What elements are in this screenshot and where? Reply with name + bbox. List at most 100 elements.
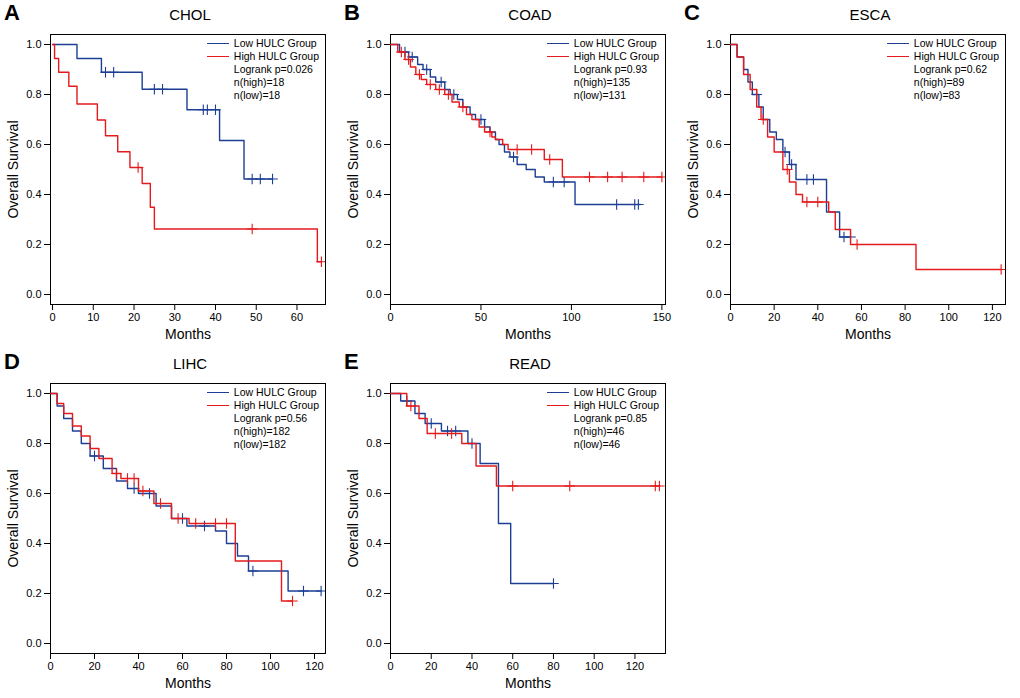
svg-text:0.6: 0.6 bbox=[26, 487, 41, 499]
svg-text:40: 40 bbox=[209, 311, 221, 323]
svg-text:100: 100 bbox=[562, 311, 580, 323]
svg-text:20: 20 bbox=[88, 660, 100, 672]
svg-text:1.0: 1.0 bbox=[26, 387, 41, 399]
svg-text:100: 100 bbox=[585, 660, 603, 672]
svg-text:40: 40 bbox=[812, 311, 824, 323]
svg-text:30: 30 bbox=[169, 311, 181, 323]
html-text:n(high)=89: n(high)=89 bbox=[913, 76, 965, 88]
svg-text:100: 100 bbox=[261, 660, 279, 672]
html-text:A: A bbox=[4, 0, 20, 25]
svg-text:0.8: 0.8 bbox=[26, 437, 41, 449]
svg-text:60: 60 bbox=[176, 660, 188, 672]
svg-text:0.2: 0.2 bbox=[26, 587, 41, 599]
svg-text:40: 40 bbox=[466, 660, 478, 672]
html-text:Low HULC Group: Low HULC Group bbox=[913, 37, 997, 49]
svg-text:0.0: 0.0 bbox=[366, 288, 381, 300]
svg-text:0.2: 0.2 bbox=[26, 238, 41, 250]
svg-text:1.0: 1.0 bbox=[366, 38, 381, 50]
svg-text:0.0: 0.0 bbox=[26, 637, 41, 649]
html-text:READ: READ bbox=[509, 355, 551, 372]
svg-text:0: 0 bbox=[727, 311, 733, 323]
svg-text:50: 50 bbox=[250, 311, 262, 323]
svg-text:0.2: 0.2 bbox=[366, 587, 381, 599]
html-text:High HULC Group: High HULC Group bbox=[913, 50, 999, 62]
svg-text:120: 120 bbox=[305, 660, 323, 672]
html-text:n(low)=83: n(low)=83 bbox=[913, 89, 961, 101]
svg-text:1.0: 1.0 bbox=[366, 387, 381, 399]
html-text:Logrank p=0.93: Logrank p=0.93 bbox=[573, 63, 648, 75]
svg-text:0.8: 0.8 bbox=[366, 437, 381, 449]
svg-text:Months: Months bbox=[165, 675, 211, 691]
html-text:Logrank p=0.56: Logrank p=0.56 bbox=[233, 412, 308, 424]
svg-text:100: 100 bbox=[940, 311, 958, 323]
svg-text:0.4: 0.4 bbox=[366, 188, 381, 200]
html-text:Low HULC Group: Low HULC Group bbox=[573, 37, 657, 49]
svg-text:60: 60 bbox=[855, 311, 867, 323]
html-text:E: E bbox=[344, 349, 359, 374]
svg-text:0.4: 0.4 bbox=[26, 537, 41, 549]
svg-text:0.8: 0.8 bbox=[26, 88, 41, 100]
svg-text:Months: Months bbox=[165, 326, 211, 342]
html-text:n(high)=135: n(high)=135 bbox=[573, 76, 631, 88]
html-text:COAD: COAD bbox=[508, 6, 552, 23]
html-text:ESCA: ESCA bbox=[849, 6, 891, 23]
svg-text:80: 80 bbox=[899, 311, 911, 323]
svg-text:60: 60 bbox=[507, 660, 519, 672]
svg-text:0.2: 0.2 bbox=[366, 238, 381, 250]
html-text:n(low)=131: n(low)=131 bbox=[573, 89, 626, 101]
svg-text:0.0: 0.0 bbox=[706, 288, 721, 300]
svg-text:80: 80 bbox=[547, 660, 559, 672]
svg-text:Overall Survival: Overall Survival bbox=[5, 469, 21, 567]
svg-text:60: 60 bbox=[291, 311, 303, 323]
svg-text:0.6: 0.6 bbox=[366, 487, 381, 499]
svg-text:10: 10 bbox=[87, 311, 99, 323]
svg-text:0.6: 0.6 bbox=[706, 138, 721, 150]
svg-text:0.0: 0.0 bbox=[366, 637, 381, 649]
svg-text:20: 20 bbox=[425, 660, 437, 672]
svg-text:1.0: 1.0 bbox=[26, 38, 41, 50]
svg-text:0.4: 0.4 bbox=[26, 188, 41, 200]
html-text:Low HULC Group: Low HULC Group bbox=[233, 386, 317, 398]
html-text:Logrank p=0.62: Logrank p=0.62 bbox=[913, 63, 988, 75]
svg-text:Months: Months bbox=[505, 675, 551, 691]
html-text:High HULC Group: High HULC Group bbox=[233, 50, 319, 62]
svg-text:20: 20 bbox=[128, 311, 140, 323]
svg-text:0: 0 bbox=[387, 311, 393, 323]
svg-text:0.6: 0.6 bbox=[26, 138, 41, 150]
svg-text:Overall Survival: Overall Survival bbox=[5, 120, 21, 218]
svg-text:0.8: 0.8 bbox=[706, 88, 721, 100]
html-text:D: D bbox=[4, 349, 20, 374]
html-text:High HULC Group: High HULC Group bbox=[233, 399, 319, 411]
svg-text:0: 0 bbox=[49, 311, 55, 323]
html-text:CHOL: CHOL bbox=[169, 6, 211, 23]
svg-text:50: 50 bbox=[475, 311, 487, 323]
svg-text:120: 120 bbox=[983, 311, 1001, 323]
html-text:C: C bbox=[684, 0, 700, 25]
svg-text:20: 20 bbox=[768, 311, 780, 323]
html-text:Logrank p=0.026: Logrank p=0.026 bbox=[233, 63, 313, 75]
svg-text:Overall Survival: Overall Survival bbox=[345, 120, 361, 218]
html-text:n(low)=18: n(low)=18 bbox=[233, 89, 281, 101]
svg-text:Months: Months bbox=[505, 326, 551, 342]
html-text:Low HULC Group: Low HULC Group bbox=[233, 37, 317, 49]
html-text:n(high)=18: n(high)=18 bbox=[233, 76, 285, 88]
html-text:LIHC: LIHC bbox=[172, 355, 208, 372]
svg-text:150: 150 bbox=[653, 311, 671, 323]
svg-text:1.0: 1.0 bbox=[706, 38, 721, 50]
svg-text:0.2: 0.2 bbox=[706, 238, 721, 250]
svg-text:0.8: 0.8 bbox=[366, 88, 381, 100]
svg-text:40: 40 bbox=[132, 660, 144, 672]
html-text:High HULC Group: High HULC Group bbox=[573, 50, 659, 62]
svg-text:0: 0 bbox=[387, 660, 393, 672]
svg-text:0.4: 0.4 bbox=[366, 537, 381, 549]
svg-text:0.4: 0.4 bbox=[706, 188, 721, 200]
svg-text:0: 0 bbox=[47, 660, 53, 672]
html-text:B: B bbox=[344, 0, 360, 25]
svg-text:0.0: 0.0 bbox=[26, 288, 41, 300]
svg-text:Months: Months bbox=[845, 326, 891, 342]
svg-text:120: 120 bbox=[626, 660, 644, 672]
svg-text:0.6: 0.6 bbox=[366, 138, 381, 150]
svg-text:Overall Survival: Overall Survival bbox=[345, 469, 361, 567]
svg-text:80: 80 bbox=[220, 660, 232, 672]
svg-text:Overall Survival: Overall Survival bbox=[685, 120, 701, 218]
